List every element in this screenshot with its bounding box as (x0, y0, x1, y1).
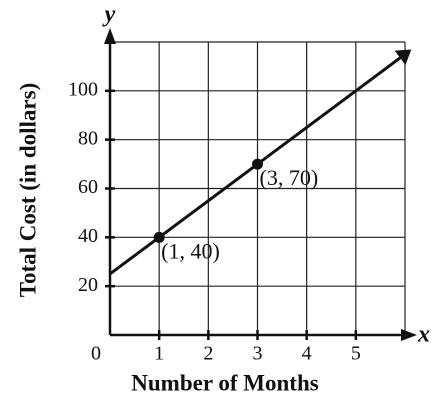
y-tick-label: 60 (78, 176, 98, 198)
x-axis-label: Number of Months (131, 370, 318, 395)
x-tick-label: 1 (154, 343, 164, 365)
y-tick-label: 100 (68, 78, 98, 100)
y-axis-name: y (102, 2, 116, 28)
point-label: (1, 40) (161, 238, 220, 263)
y-tick-label: 80 (78, 127, 98, 149)
y-tick-label: 40 (78, 225, 98, 247)
x-tick-label: 5 (351, 343, 361, 365)
x-axis-arrow (401, 329, 417, 341)
y-tick-label: 20 (78, 274, 98, 296)
x-tick-label: 4 (302, 343, 312, 365)
y-axis-label: Total Cost (in dollars) (15, 83, 40, 297)
y-axis-arrow (104, 28, 116, 44)
line-arrow (394, 49, 412, 66)
point (153, 231, 165, 243)
x-tick-label: 3 (253, 343, 263, 365)
point (252, 158, 263, 170)
x-tick-label: 2 (203, 343, 213, 365)
x-axis-name: x (417, 322, 430, 348)
point-label: (3, 70) (260, 165, 319, 190)
x-tick-label: 0 (91, 343, 101, 365)
